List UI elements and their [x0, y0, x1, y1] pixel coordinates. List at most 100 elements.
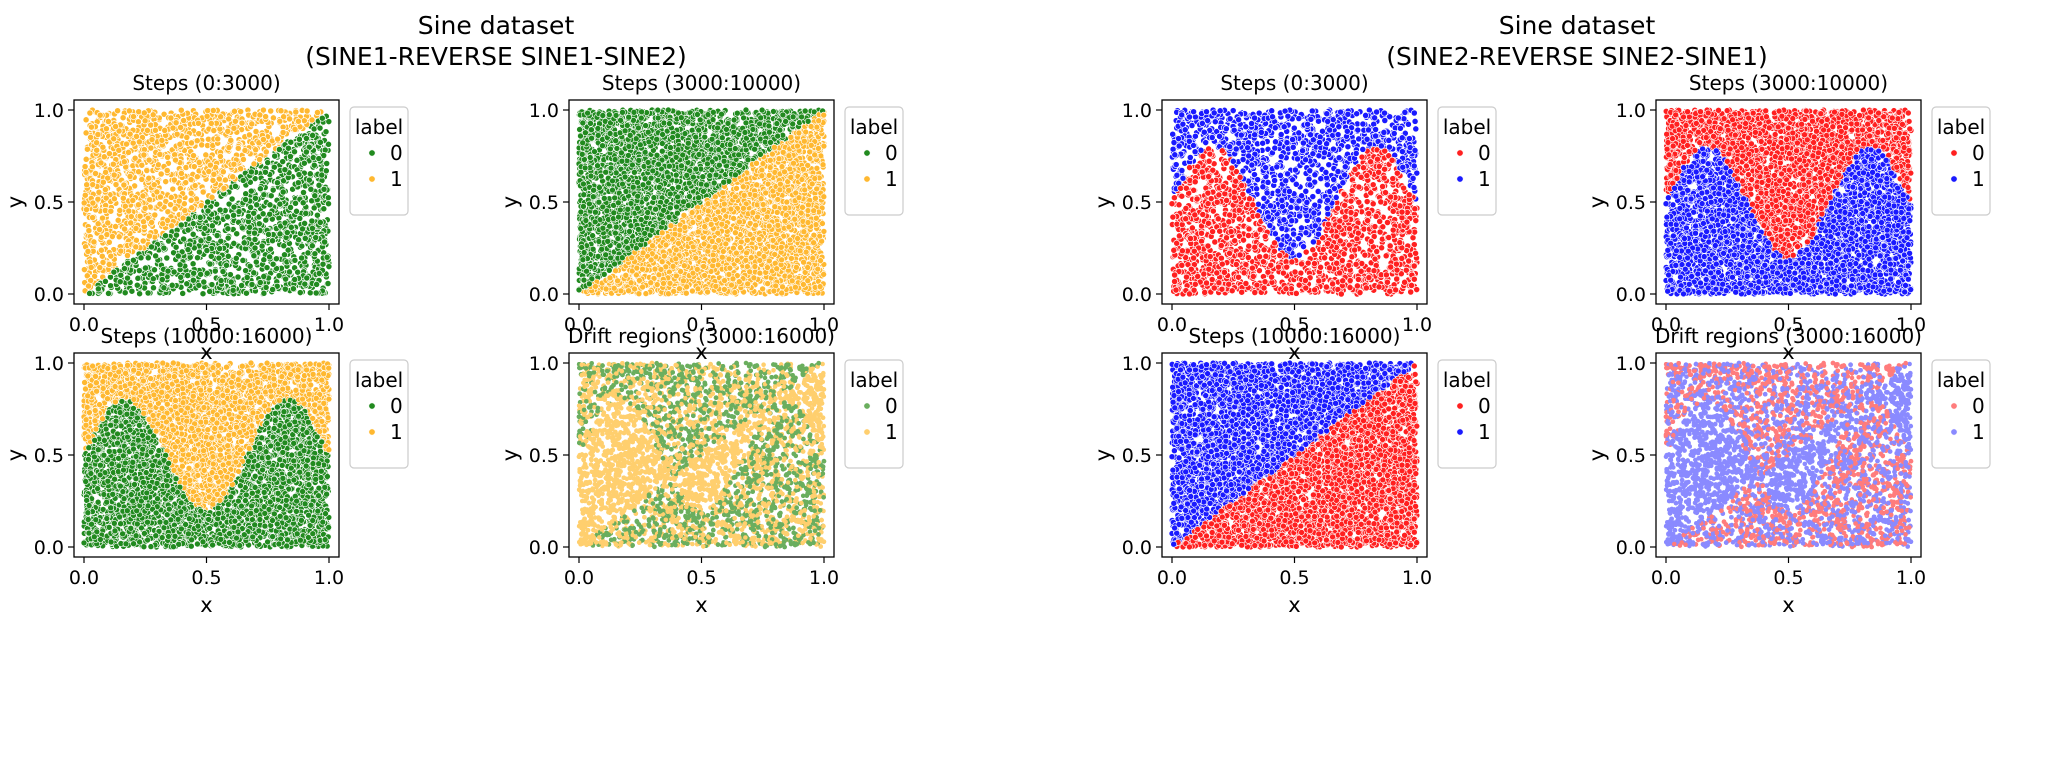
scatter-point	[305, 250, 311, 256]
scatter-point	[137, 291, 143, 297]
scatter-point	[207, 288, 213, 294]
scatter-point	[267, 202, 273, 208]
scatter-point	[309, 225, 315, 231]
scatter-point	[180, 290, 186, 296]
scatter-point	[139, 176, 145, 182]
scatter-point	[268, 246, 274, 252]
scatter-point	[217, 246, 223, 252]
scatter-point	[117, 279, 123, 285]
scatter-point	[103, 126, 109, 132]
scatter-point	[260, 211, 266, 217]
scatter-point	[325, 195, 331, 201]
scatter-point	[82, 164, 88, 170]
scatter-point	[225, 226, 231, 232]
scatter-point	[242, 147, 248, 153]
scatter-point	[157, 151, 163, 157]
scatter-point	[241, 240, 247, 246]
scatter-point	[197, 214, 203, 220]
scatter-point	[170, 186, 176, 192]
scatter-point	[263, 149, 269, 155]
scatter-point	[120, 115, 126, 121]
scatter-point	[323, 168, 329, 174]
scatter-point	[231, 240, 237, 246]
scatter-point	[235, 274, 241, 280]
scatter-point	[190, 153, 196, 159]
scatter-point	[311, 126, 317, 132]
scatter-point	[257, 186, 263, 192]
scatter-point	[214, 232, 220, 238]
scatter-point	[272, 153, 278, 159]
scatter-point	[116, 234, 122, 240]
scatter-point	[296, 237, 302, 243]
scatter-point	[87, 110, 93, 116]
scatter-point	[207, 162, 213, 168]
scatter-point	[200, 291, 206, 297]
scatter-point	[136, 139, 142, 145]
scatter-point	[304, 108, 310, 114]
scatter-point	[287, 153, 293, 159]
scatter-point	[95, 131, 101, 137]
scatter-point	[181, 117, 187, 123]
scatter-point	[233, 255, 239, 261]
scatter-point	[216, 255, 222, 261]
scatter-point	[137, 213, 143, 219]
scatter-point	[151, 267, 157, 273]
scatter-point	[246, 132, 252, 138]
scatter-point	[83, 169, 89, 175]
scatter-point	[133, 225, 139, 231]
scatter-point	[106, 151, 112, 157]
scatter-point	[181, 236, 187, 242]
scatter-point	[149, 137, 155, 143]
scatter-point	[182, 208, 188, 214]
scatter-point	[292, 200, 298, 206]
scatter-point	[184, 281, 190, 287]
scatter-point	[190, 231, 196, 237]
scatter-point	[310, 155, 316, 161]
scatter-point	[202, 225, 208, 231]
scatter-point	[152, 127, 158, 133]
scatter-point	[125, 149, 131, 155]
scatter-point	[149, 219, 155, 225]
scatter-point	[256, 221, 262, 227]
scatter-point	[171, 177, 177, 183]
figure-title-left-line2: (SINE1-REVERSE SINE1-SINE2)	[305, 42, 687, 71]
scatter-point	[261, 192, 267, 198]
scatter-point	[322, 239, 328, 245]
scatter-point	[280, 189, 286, 195]
scatter-point	[296, 136, 302, 142]
scatter-point	[310, 132, 316, 138]
scatter-point	[123, 141, 129, 147]
scatter-point	[208, 120, 214, 126]
scatter-point	[238, 109, 244, 115]
scatter-point	[240, 257, 246, 263]
scatter-point	[324, 254, 330, 260]
scatter-point	[232, 118, 238, 124]
scatter-point	[240, 156, 246, 162]
scatter-point	[134, 282, 140, 288]
scatter-point	[252, 245, 258, 251]
scatter-point	[240, 177, 246, 183]
scatter-point	[117, 207, 123, 213]
scatter-point	[127, 131, 133, 137]
scatter-point	[84, 182, 90, 188]
scatter-point	[97, 226, 103, 232]
scatter-point	[132, 155, 138, 161]
scatter-point	[87, 290, 93, 296]
scatter-point	[224, 214, 230, 220]
scatter-point	[110, 161, 116, 167]
scatter-point	[90, 215, 96, 221]
scatter-point	[140, 219, 146, 225]
scatter-point	[102, 187, 108, 193]
scatter-point	[135, 119, 141, 125]
scatter-point	[198, 271, 204, 277]
scatter-point	[105, 118, 111, 124]
scatter-point	[140, 193, 146, 199]
scatter-point	[163, 179, 169, 185]
scatter-point	[243, 197, 249, 203]
scatter-point	[124, 252, 130, 258]
scatter-point	[204, 270, 210, 276]
scatter-point	[129, 288, 135, 294]
scatter-point	[190, 221, 196, 227]
scatter-point	[144, 127, 150, 133]
